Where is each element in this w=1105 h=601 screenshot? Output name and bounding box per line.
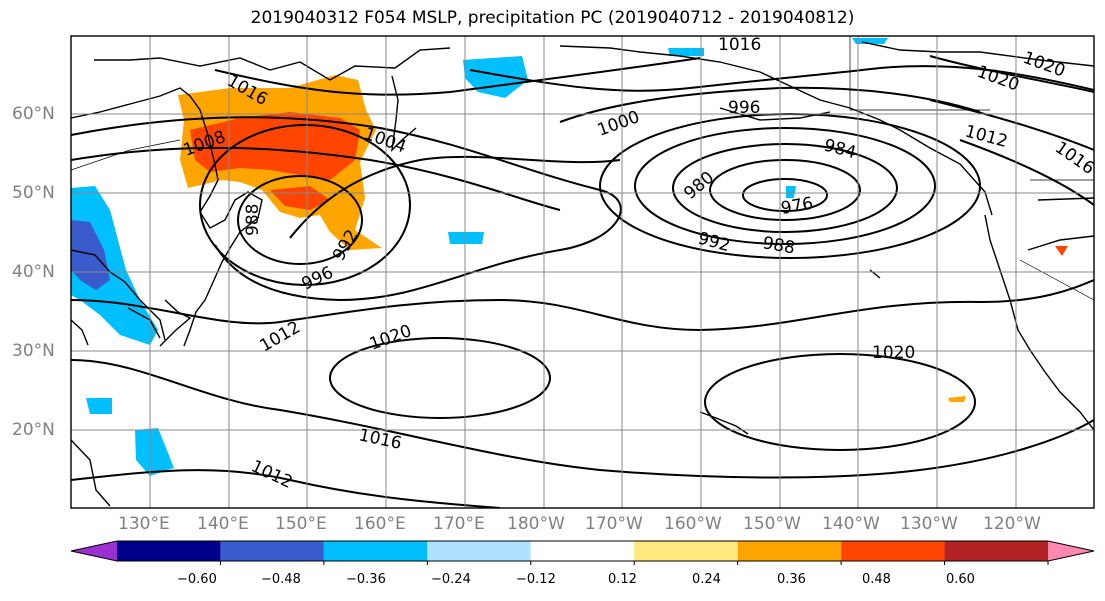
colorbar-swatch bbox=[841, 541, 945, 561]
lon-label: 120°W bbox=[983, 514, 1041, 534]
isobar-label: 1016 bbox=[718, 35, 761, 55]
colorbar bbox=[70, 540, 1095, 565]
colorbar-swatch bbox=[530, 541, 635, 561]
colorbar-tick-label: −0.12 bbox=[516, 572, 556, 587]
lat-label: 50°N bbox=[12, 183, 55, 203]
colorbar-swatch bbox=[117, 541, 221, 561]
colorbar-swatch bbox=[427, 541, 531, 561]
lat-label: 30°N bbox=[12, 341, 55, 361]
colorbar-swatch bbox=[634, 541, 738, 561]
lon-label: 150°W bbox=[743, 514, 801, 534]
isobar-label: 976 bbox=[779, 194, 814, 219]
lat-label: 20°N bbox=[12, 420, 55, 440]
colorbar-outline bbox=[70, 540, 1095, 562]
colorbar-tick-label: 0.60 bbox=[946, 572, 975, 587]
colorbar-tick-label: −0.48 bbox=[261, 572, 301, 587]
isobar-label: 1020 bbox=[367, 321, 414, 355]
isobars bbox=[71, 55, 1094, 508]
colorbar-extend-low bbox=[71, 541, 117, 561]
isobar-label: 1020 bbox=[974, 62, 1021, 96]
isobar-labels: 1016 1016 1020 1020 1012 1016 1008 1004 … bbox=[181, 35, 1098, 493]
isobar-label: 996 bbox=[728, 98, 760, 118]
colorbar-tick-label: −0.60 bbox=[177, 572, 217, 587]
isobar-label: 1012 bbox=[248, 456, 296, 492]
lon-label: 140°E bbox=[197, 514, 249, 534]
colorbar-tick-label: −0.36 bbox=[346, 572, 386, 587]
isobar-label: 988 bbox=[761, 233, 796, 258]
lon-label: 170°W bbox=[585, 514, 643, 534]
lon-label: 160°E bbox=[354, 514, 406, 534]
isobar-label: 1000 bbox=[595, 107, 642, 141]
colorbar-swatch bbox=[737, 541, 842, 561]
colorbar-tick-label: −0.24 bbox=[431, 572, 471, 587]
lat-label: 60°N bbox=[12, 104, 55, 124]
isobar-label: 1012 bbox=[963, 122, 1010, 153]
map-frame bbox=[70, 35, 1095, 509]
isobar-label: 996 bbox=[299, 263, 337, 295]
lon-label: 170°E bbox=[433, 514, 485, 534]
colorbar-tick-label: 0.12 bbox=[608, 572, 637, 587]
colorbar-swatch bbox=[323, 541, 428, 561]
colorbar-tick-label: 0.48 bbox=[862, 572, 891, 587]
colorbar-extend-high bbox=[1048, 541, 1094, 561]
lon-label: 130°E bbox=[118, 514, 170, 534]
map-title: 2019040312 F054 MSLP, precipitation PC (… bbox=[250, 8, 855, 28]
lon-label: 130°W bbox=[900, 514, 958, 534]
lon-label: 180°W bbox=[507, 514, 565, 534]
colorbar-tick-label: 0.36 bbox=[777, 572, 806, 587]
lon-label: 140°W bbox=[822, 514, 880, 534]
colorbar-tick-label: 0.24 bbox=[692, 572, 721, 587]
colorbar-swatch bbox=[220, 541, 324, 561]
borders bbox=[71, 36, 1094, 301]
isobar-label: 988 bbox=[243, 204, 263, 236]
isobar-label: 1020 bbox=[872, 343, 915, 363]
lat-label: 40°N bbox=[12, 262, 55, 282]
isobar-label: 984 bbox=[822, 136, 859, 164]
gridlines bbox=[71, 36, 1094, 508]
lon-label: 150°E bbox=[275, 514, 327, 534]
isobar-label: 1016 bbox=[1051, 138, 1098, 179]
lon-label: 160°W bbox=[664, 514, 722, 534]
colorbar-swatch bbox=[944, 541, 1048, 561]
